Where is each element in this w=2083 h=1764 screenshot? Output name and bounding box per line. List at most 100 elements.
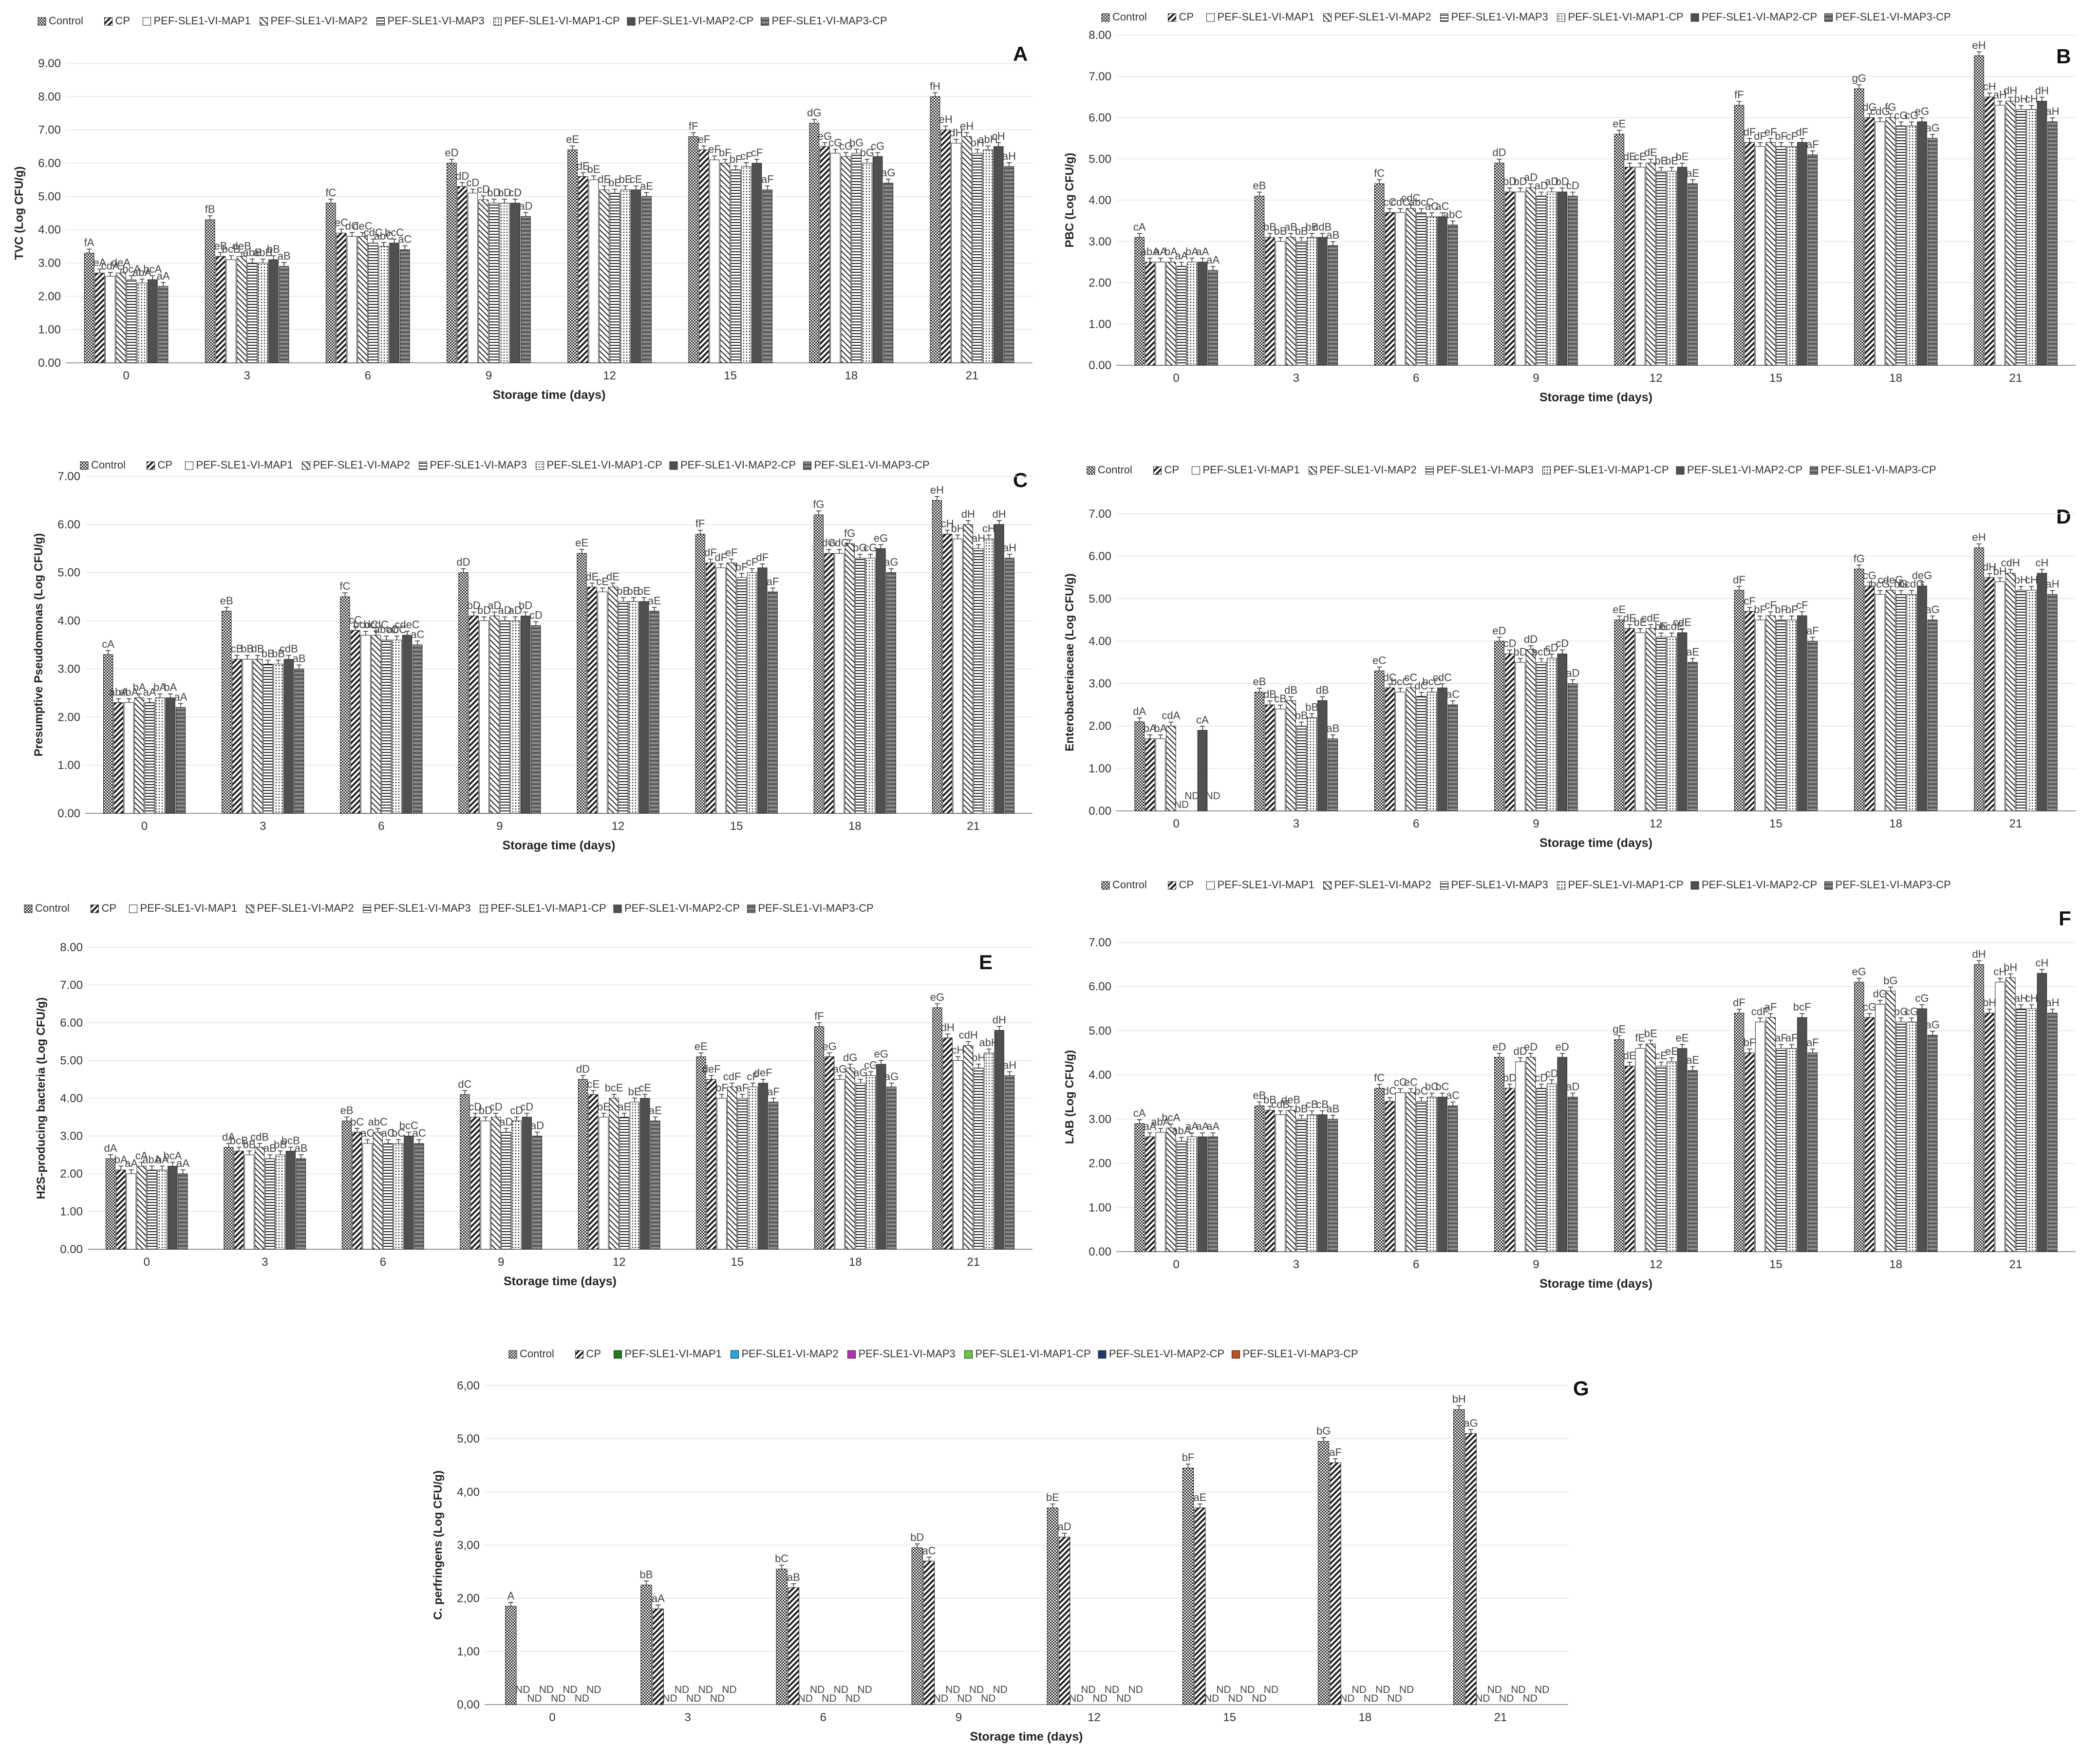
legend-label: PEF-SLE1-VI-MAP1-CP xyxy=(1568,11,1684,23)
y-tick-label: 2.00 xyxy=(57,711,80,724)
x-axis-label: Storage time (days) xyxy=(502,839,615,852)
bar xyxy=(768,591,778,814)
bar xyxy=(1286,700,1296,811)
y-tick-label: 7.00 xyxy=(1088,70,1111,83)
bar xyxy=(609,1098,619,1250)
bar xyxy=(983,150,993,363)
data-label: cA xyxy=(1196,713,1209,726)
bar xyxy=(1385,1101,1395,1252)
bar xyxy=(814,1026,825,1250)
legend-swatch xyxy=(1810,466,1818,475)
data-label: bD xyxy=(487,187,501,199)
x-tick-label: 0 xyxy=(1173,1258,1179,1271)
data-label: dB xyxy=(251,643,264,655)
legend-label: PEF-SLE1-VI-MAP1 xyxy=(1203,464,1300,476)
panel-letter: D xyxy=(2056,505,2071,528)
data-label: bB xyxy=(267,243,280,255)
bar xyxy=(1208,270,1218,366)
bar xyxy=(1688,662,1698,811)
bar xyxy=(263,664,273,814)
nd-label: ND xyxy=(1351,1684,1366,1695)
data-label: bB xyxy=(1295,710,1308,722)
data-label: bF xyxy=(1775,130,1787,142)
data-label: bcB xyxy=(281,1135,300,1147)
bar xyxy=(1656,637,1667,811)
bar xyxy=(1515,662,1525,811)
nd-label: ND xyxy=(539,1684,554,1695)
data-label: dC xyxy=(345,220,359,232)
data-label: cdG xyxy=(1870,105,1890,117)
bar xyxy=(1854,568,1864,811)
legend-label: PEF-SLE1-VI-MAP1-CP xyxy=(547,459,662,471)
bar xyxy=(1197,262,1208,366)
bar xyxy=(748,1087,758,1250)
bar xyxy=(1974,55,1984,366)
data-label: bC xyxy=(1425,1081,1439,1093)
bar xyxy=(252,659,263,814)
bar xyxy=(175,707,186,814)
data-label: aB xyxy=(1284,221,1297,233)
bar xyxy=(1515,191,1525,366)
data-label: aH xyxy=(1003,1059,1016,1071)
bar xyxy=(1786,619,1797,811)
bar xyxy=(1328,1119,1338,1252)
bar xyxy=(510,203,521,363)
data-label: cG xyxy=(1863,1001,1877,1013)
data-label: eG xyxy=(874,532,888,544)
bar xyxy=(126,279,137,363)
data-label: aH xyxy=(1993,89,2007,101)
data-label: deB xyxy=(232,240,251,252)
data-label: dC xyxy=(1383,671,1397,683)
chart-panel-d: Control CP PEF-SLE1-VI-MAP1 PEF-SLE1-VI-MAP… xyxy=(1043,448,2083,872)
bar xyxy=(688,136,699,363)
bar xyxy=(578,1079,588,1250)
data-label: fA xyxy=(84,237,94,249)
bar xyxy=(1296,726,1307,811)
x-tick-label: 9 xyxy=(486,369,492,382)
y-tick-label: 6.00 xyxy=(1088,980,1111,994)
legend-swatch xyxy=(480,904,488,913)
x-tick-label: 9 xyxy=(498,1256,504,1269)
data-label: aD xyxy=(499,1116,513,1128)
bar xyxy=(1885,991,1896,1252)
bar xyxy=(598,591,608,814)
data-label: cD xyxy=(1566,180,1579,192)
data-label: aA xyxy=(1206,1120,1220,1132)
legend-swatch xyxy=(80,461,89,470)
legend-swatch xyxy=(1440,13,1448,22)
data-label: bG xyxy=(860,147,874,159)
bar xyxy=(1984,577,1995,811)
bar xyxy=(94,273,105,363)
data-label: bH xyxy=(1993,565,2007,577)
chart-svg-d: Control CP PEF-SLE1-VI-MAP1 PEF-SLE1-VI-MAP… xyxy=(1063,464,2076,850)
nd-label: ND xyxy=(1340,1693,1354,1704)
data-label: dH xyxy=(941,1021,955,1033)
data-label: bcG xyxy=(1870,578,1890,590)
legend-label: Control xyxy=(520,1348,554,1360)
legend-swatch xyxy=(1232,1350,1240,1359)
bar xyxy=(1307,237,1317,366)
data-label: cH xyxy=(951,1044,964,1056)
nd-label: ND xyxy=(686,1693,701,1704)
legend-label: PEF-SLE1-VI-MAP1-CP xyxy=(491,902,606,914)
bar xyxy=(834,553,844,814)
data-label: bH xyxy=(1452,1393,1466,1405)
data-label: eC xyxy=(335,217,348,229)
data-label: cE xyxy=(1655,1050,1668,1062)
bar xyxy=(1254,196,1265,366)
data-label: cdC xyxy=(1391,196,1410,208)
data-label: aG xyxy=(1925,1019,1939,1031)
y-tick-label: 5.00 xyxy=(1088,152,1111,166)
data-label: bF xyxy=(1785,603,1798,616)
nd-label: ND xyxy=(710,1693,725,1704)
data-label: bA xyxy=(164,681,177,694)
y-tick-label: 7.00 xyxy=(60,979,83,992)
bars xyxy=(103,496,1015,814)
data-label: eG xyxy=(818,130,832,142)
data-label: eD xyxy=(1524,1041,1538,1053)
data-label: bF xyxy=(1775,603,1787,616)
bars xyxy=(105,1003,1015,1250)
data-label: fC xyxy=(325,187,336,199)
nd-label: ND xyxy=(663,1693,677,1704)
legend-label: PEF-SLE1-VI-MAP1 xyxy=(625,1348,722,1360)
